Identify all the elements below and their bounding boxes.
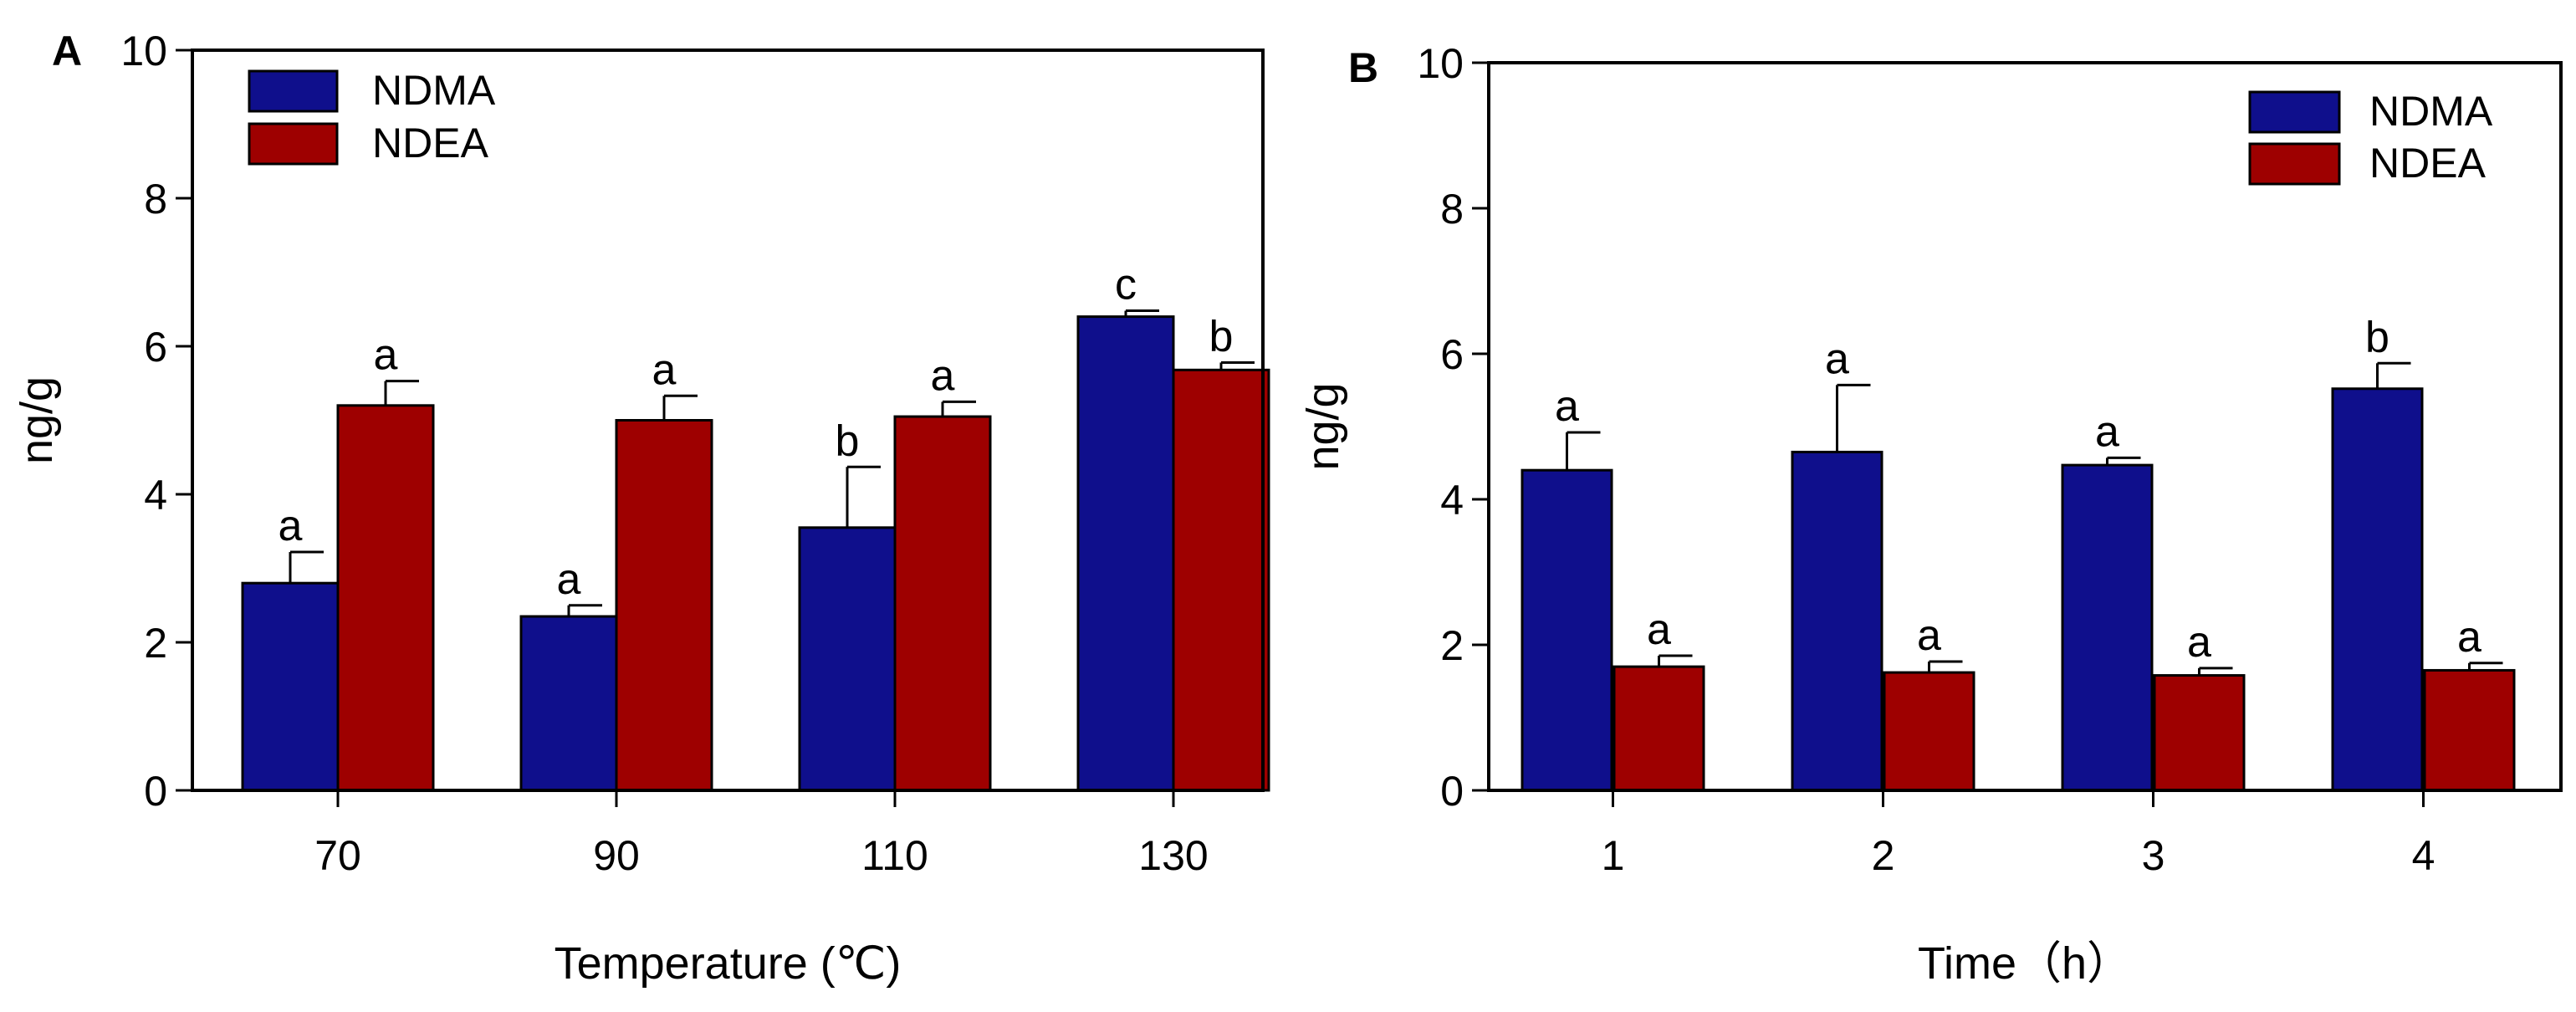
- plot-frame: [191, 49, 1265, 792]
- bar-ndma-90: [519, 615, 618, 792]
- significance-label-ndma-3: a: [2095, 407, 2119, 456]
- bar-ndma-2: [1791, 450, 1883, 792]
- legend-swatch-ndma: [2248, 90, 2341, 134]
- bar-ndma-3: [2061, 463, 2154, 792]
- bar-ndea-70: [336, 404, 435, 792]
- panel-b: Ba a 1 a a 2 a a 3 b a 4 0 2 4 6 8 10 ng/g Time（h） NDMA NDEA: [1298, 40, 2563, 989]
- x-tick-label-130: 130: [1138, 832, 1208, 879]
- legend-swatch-ndea: [2248, 142, 2341, 186]
- significance-label-ndea-110: a: [931, 351, 955, 400]
- bar-ndma-70: [241, 581, 340, 792]
- significance-label-ndea-90: a: [652, 345, 677, 394]
- bar-ndea-4: [2423, 668, 2516, 792]
- x-axis-title: Temperature (℃): [555, 938, 902, 989]
- significance-label-ndma-90: a: [557, 555, 581, 604]
- y-tick-label-0: 0: [1440, 768, 1464, 815]
- bar-ndma-1: [1521, 468, 1613, 792]
- bar-ndea-3: [2153, 674, 2246, 792]
- y-tick-label-10: 10: [120, 28, 167, 74]
- x-tick-label-1: 1: [1602, 832, 1625, 879]
- significance-label-ndma-1: a: [1555, 382, 1579, 431]
- significance-label-ndma-130: c: [1115, 261, 1137, 309]
- legend-label-ndea: NDEA: [372, 120, 489, 166]
- significance-label-ndea-130: b: [1209, 312, 1234, 360]
- significance-label-ndma-2: a: [1825, 335, 1849, 383]
- significance-label-ndma-4: b: [2365, 313, 2389, 361]
- bar-ndea-2: [1883, 671, 1975, 792]
- y-tick-label-10: 10: [1417, 40, 1464, 87]
- y-axis-title: ng/g: [12, 376, 62, 464]
- y-tick-label-8: 8: [144, 176, 167, 222]
- significance-label-ndma-70: a: [279, 502, 303, 550]
- x-tick-label-4: 4: [2412, 832, 2435, 879]
- y-tick-label-0: 0: [144, 768, 167, 815]
- y-tick-label-6: 6: [1440, 331, 1464, 378]
- significance-label-ndea-4: a: [2457, 613, 2481, 662]
- x-tick-label-2: 2: [1872, 832, 1895, 879]
- bar-ndea-1: [1613, 665, 1705, 792]
- legend-label-ndea: NDEA: [2369, 140, 2487, 187]
- significance-label-ndea-2: a: [1917, 611, 1941, 660]
- y-tick-label-4: 4: [144, 472, 167, 519]
- y-tick-label-2: 2: [144, 620, 167, 667]
- bar-ndma-130: [1076, 315, 1175, 792]
- significance-label-ndea-3: a: [2187, 618, 2211, 667]
- x-tick-label-90: 90: [593, 832, 640, 879]
- y-tick-label-2: 2: [1440, 622, 1464, 669]
- bar-ndma-110: [798, 526, 897, 792]
- y-axis-title: ng/g: [1298, 382, 1348, 470]
- panel-letter: A: [52, 28, 82, 74]
- significance-label-ndea-70: a: [374, 331, 398, 380]
- plot-frame: [1487, 61, 2563, 792]
- legend-label-ndma: NDMA: [2369, 88, 2493, 135]
- significance-label-ndea-1: a: [1647, 606, 1671, 654]
- legend-label-ndma: NDMA: [372, 67, 496, 114]
- x-tick-label-70: 70: [314, 832, 361, 879]
- y-tick-label-6: 6: [144, 324, 167, 371]
- x-tick-label-110: 110: [861, 832, 928, 879]
- x-tick-label-3: 3: [2142, 832, 2165, 879]
- panel-a: Aa a 70 a a 90 b a 110 c b 130 0 2 4 6 8 10 ng/g Temperatur…: [12, 28, 1270, 989]
- bar-ndea-90: [615, 419, 713, 792]
- legend-swatch-ndma: [248, 69, 339, 113]
- panel-letter: B: [1348, 44, 1378, 91]
- legend-swatch-ndea: [248, 122, 339, 166]
- bar-ndea-110: [893, 415, 992, 792]
- bar-ndma-4: [2331, 387, 2424, 792]
- significance-label-ndma-110: b: [836, 417, 860, 465]
- x-axis-title: Time（h）: [1918, 938, 2132, 989]
- bar-ndea-130: [1172, 368, 1270, 792]
- y-tick-label-8: 8: [1440, 186, 1464, 233]
- y-tick-label-4: 4: [1440, 477, 1464, 524]
